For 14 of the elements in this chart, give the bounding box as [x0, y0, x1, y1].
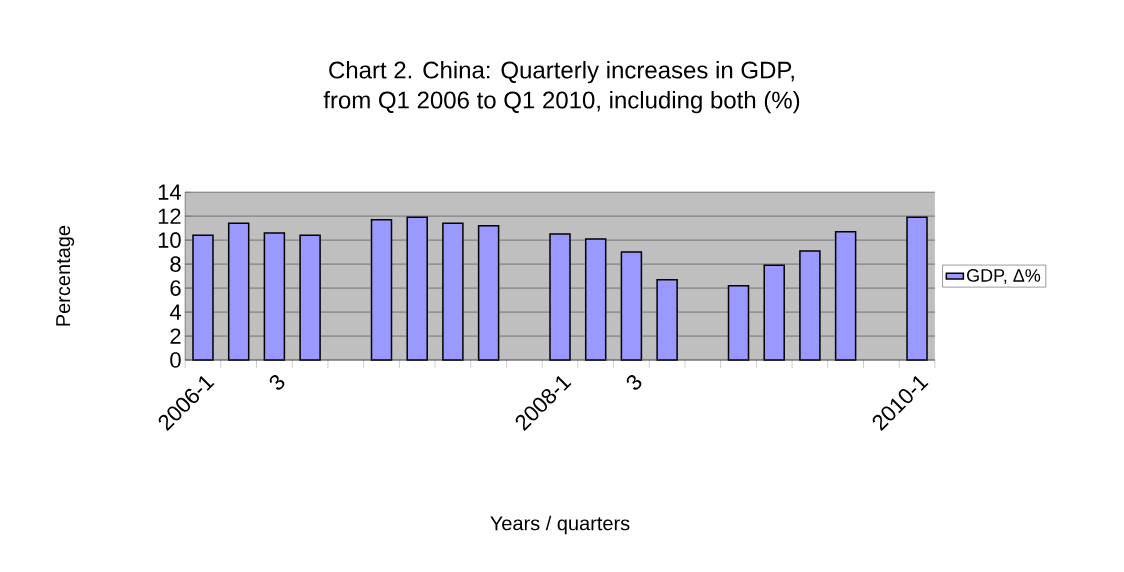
y-tick-label: 10 — [158, 232, 181, 248]
legend-label: GDP, Δ% — [967, 268, 1041, 284]
y-tick-label: 2 — [170, 328, 181, 344]
y-tick-label: 6 — [170, 280, 181, 296]
x-tick-label: 3 — [626, 374, 642, 390]
x-tick-label: 3 — [269, 374, 285, 390]
y-axis-title: Percentage — [56, 225, 75, 326]
y-tick-label: 4 — [169, 304, 181, 320]
y-tick-label: 8 — [170, 256, 181, 272]
y-tick-label: 0 — [170, 352, 181, 368]
chart-title: Chart 2. China: Quarterly increases in GDP, from Q1 2006 to Q1 2010, including both (%) — [323, 60, 800, 114]
y-tick-label: 12 — [158, 208, 181, 224]
x-axis-title: Years / quarters — [490, 515, 630, 535]
y-tick-label: 14 — [158, 184, 181, 200]
